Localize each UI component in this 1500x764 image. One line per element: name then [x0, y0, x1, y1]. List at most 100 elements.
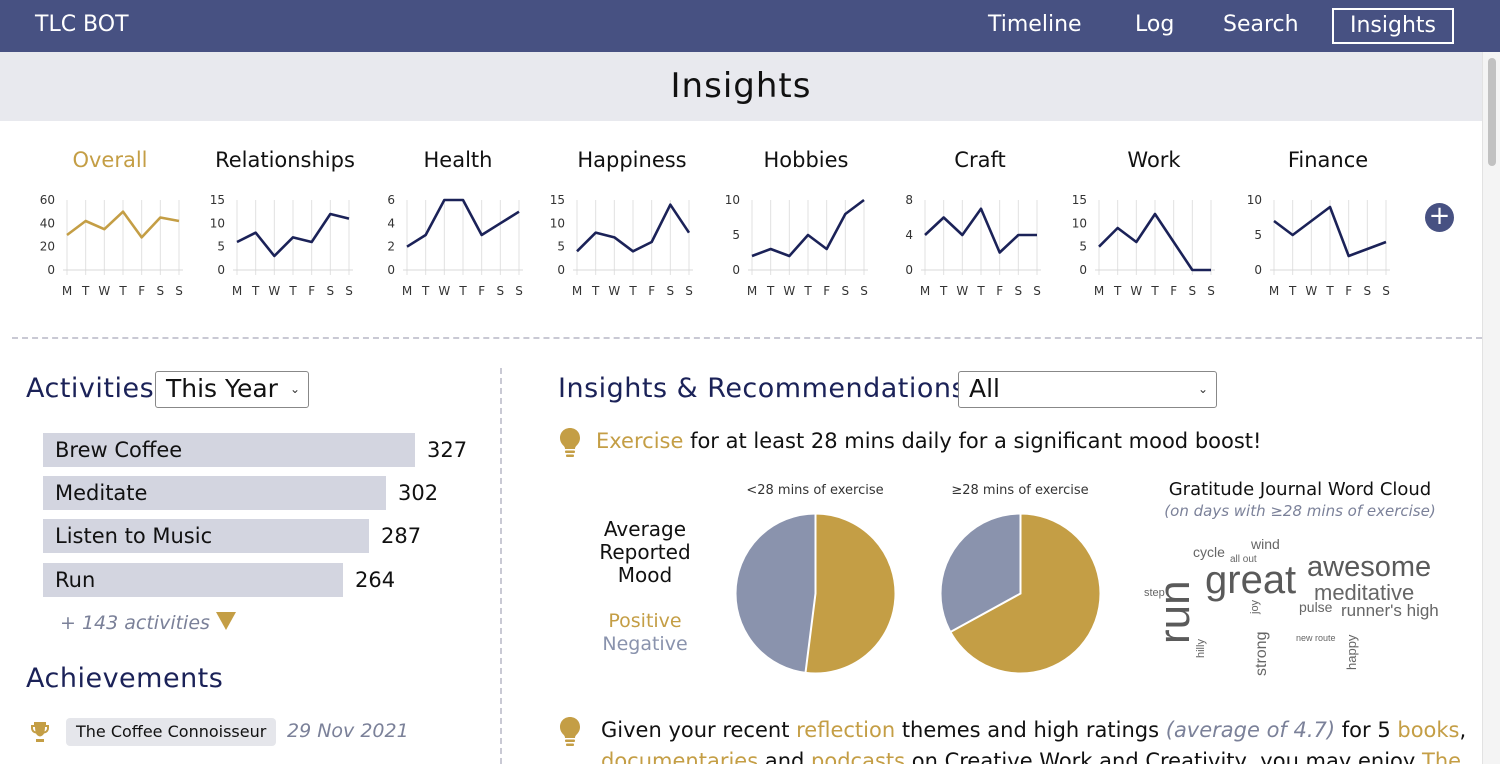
- nav-search[interactable]: Search: [1223, 12, 1299, 37]
- category-tab-finance[interactable]: Finance: [1287, 148, 1369, 172]
- nav-timeline[interactable]: Timeline: [988, 12, 1082, 37]
- x-tick-label: T: [591, 284, 600, 298]
- y-tick-label: 0: [1254, 263, 1262, 277]
- series-line: [66, 210, 180, 239]
- x-tick-label: F: [478, 284, 485, 298]
- category-tab-overall[interactable]: Overall: [72, 148, 148, 172]
- x-tick-label: M: [747, 284, 757, 298]
- insight-keyword-link[interactable]: documentaries: [601, 749, 759, 764]
- x-tick-label: T: [1288, 284, 1297, 298]
- x-tick-label: T: [118, 284, 127, 298]
- activities-period-select[interactable]: This Year ⌄: [155, 371, 309, 408]
- activity-bar-run[interactable]: Run: [43, 563, 343, 597]
- activity-bar-brew-coffee[interactable]: Brew Coffee: [43, 433, 415, 467]
- insights-filter-select[interactable]: All ⌄: [958, 371, 1217, 408]
- x-tick-label: T: [939, 284, 948, 298]
- insight-keyword-link[interactable]: books: [1397, 718, 1460, 742]
- chevron-down-icon: ⌄: [1197, 382, 1208, 396]
- y-tick-label: 15: [550, 193, 565, 207]
- y-tick-label: 60: [40, 193, 55, 207]
- y-tick-label: 5: [1079, 240, 1087, 254]
- more-activities-link[interactable]: + 143 activities: [60, 612, 210, 634]
- wordcloud-word: joy: [1249, 599, 1261, 614]
- activity-bar-listen-to-music[interactable]: Listen to Music: [43, 519, 369, 553]
- insight-text: themes and high ratings: [895, 718, 1166, 742]
- nav-insights[interactable]: Insights: [1332, 8, 1455, 44]
- mood-pie-chart-28-plus: [939, 512, 1102, 675]
- series-line: [751, 198, 865, 258]
- y-tick-label: 0: [557, 263, 565, 277]
- y-tick-label: 6: [387, 193, 395, 207]
- y-tick-label: 5: [217, 240, 225, 254]
- brand-logo[interactable]: TLC BOT: [35, 12, 129, 37]
- activity-label: Meditate: [55, 481, 148, 505]
- category-tab-relationships[interactable]: Relationships: [215, 148, 355, 172]
- y-tick-label: 0: [47, 263, 55, 277]
- pie-caption: ≥28 mins of exercise: [951, 483, 1089, 498]
- x-tick-label: S: [327, 284, 335, 298]
- wordcloud-word: step: [1144, 587, 1165, 599]
- insights-title: Insights & Recommendations: [558, 373, 967, 404]
- x-tick-label: T: [251, 284, 260, 298]
- lightbulb-icon: [560, 717, 580, 746]
- y-tick-label: 2: [387, 240, 395, 254]
- x-tick-label: W: [1130, 284, 1142, 298]
- category-tab-happiness[interactable]: Happiness: [577, 148, 687, 172]
- category-tab-work[interactable]: Work: [1127, 148, 1181, 172]
- y-tick-label: 10: [1247, 193, 1262, 207]
- nav-log[interactable]: Log: [1135, 12, 1175, 37]
- category-tab-health[interactable]: Health: [423, 148, 493, 172]
- activities-title: Activities: [26, 373, 155, 404]
- page-title-band: Insights: [0, 52, 1482, 121]
- wordcloud-word: wind: [1251, 536, 1280, 552]
- wordcloud-subtitle: (on days with ≥28 mins of exercise): [1164, 502, 1436, 520]
- x-tick-label: M: [232, 284, 242, 298]
- x-tick-label: T: [1150, 284, 1159, 298]
- x-tick-label: S: [667, 284, 675, 298]
- mood-chart-title: Average Reported Mood: [599, 517, 691, 587]
- y-tick-label: 5: [732, 228, 740, 242]
- scrollbar-thumb[interactable]: [1488, 58, 1496, 166]
- chevron-down-icon: ⌄: [289, 382, 300, 396]
- insight-text: on Creative Work and Creativity, you may…: [905, 749, 1422, 764]
- achievement-badge[interactable]: The Coffee Connoisseur: [66, 718, 277, 746]
- pie-caption: <28 mins of exercise: [746, 483, 884, 498]
- insight-keyword-link[interactable]: reflection: [796, 718, 896, 742]
- activity-label: Listen to Music: [55, 524, 213, 548]
- wordcloud-title: Gratitude Journal Word Cloud: [1168, 479, 1432, 500]
- x-tick-label: S: [497, 284, 505, 298]
- column-divider: [500, 368, 502, 764]
- x-tick-label: S: [1382, 284, 1390, 298]
- x-tick-label: W: [783, 284, 795, 298]
- x-tick-label: M: [402, 284, 412, 298]
- y-tick-label: 8: [905, 193, 913, 207]
- activity-count: 302: [398, 481, 439, 505]
- activity-bar-meditate[interactable]: Meditate: [43, 476, 386, 510]
- insight-keyword-link[interactable]: The: [1422, 749, 1462, 764]
- activity-label: Brew Coffee: [55, 438, 183, 462]
- category-tab-craft[interactable]: Craft: [954, 148, 1006, 172]
- insights-filter-value: All: [969, 374, 1000, 403]
- y-tick-label: 20: [40, 240, 55, 254]
- page-title: Insights: [670, 66, 812, 106]
- wordcloud-word: great: [1205, 558, 1297, 602]
- x-tick-label: S: [1015, 284, 1023, 298]
- x-tick-label: F: [996, 284, 1003, 298]
- wordcloud-word: meditative: [1314, 580, 1415, 605]
- series-line: [924, 207, 1037, 254]
- insight-keyword-link[interactable]: podcasts: [811, 749, 906, 764]
- series-line: [1098, 212, 1211, 272]
- x-tick-label: S: [345, 284, 353, 298]
- add-category-button[interactable]: +: [1425, 203, 1454, 232]
- pie-slice-positive: [949, 512, 1102, 675]
- x-tick-label: S: [1207, 284, 1215, 298]
- x-tick-label: T: [976, 284, 985, 298]
- expand-triangle-icon[interactable]: [216, 612, 236, 630]
- page-scrollbar[interactable]: [1482, 52, 1500, 764]
- insight-keyword-link[interactable]: Exercise: [596, 429, 684, 453]
- insight-text: for 5: [1335, 718, 1398, 742]
- category-tab-hobbies[interactable]: Hobbies: [763, 148, 849, 172]
